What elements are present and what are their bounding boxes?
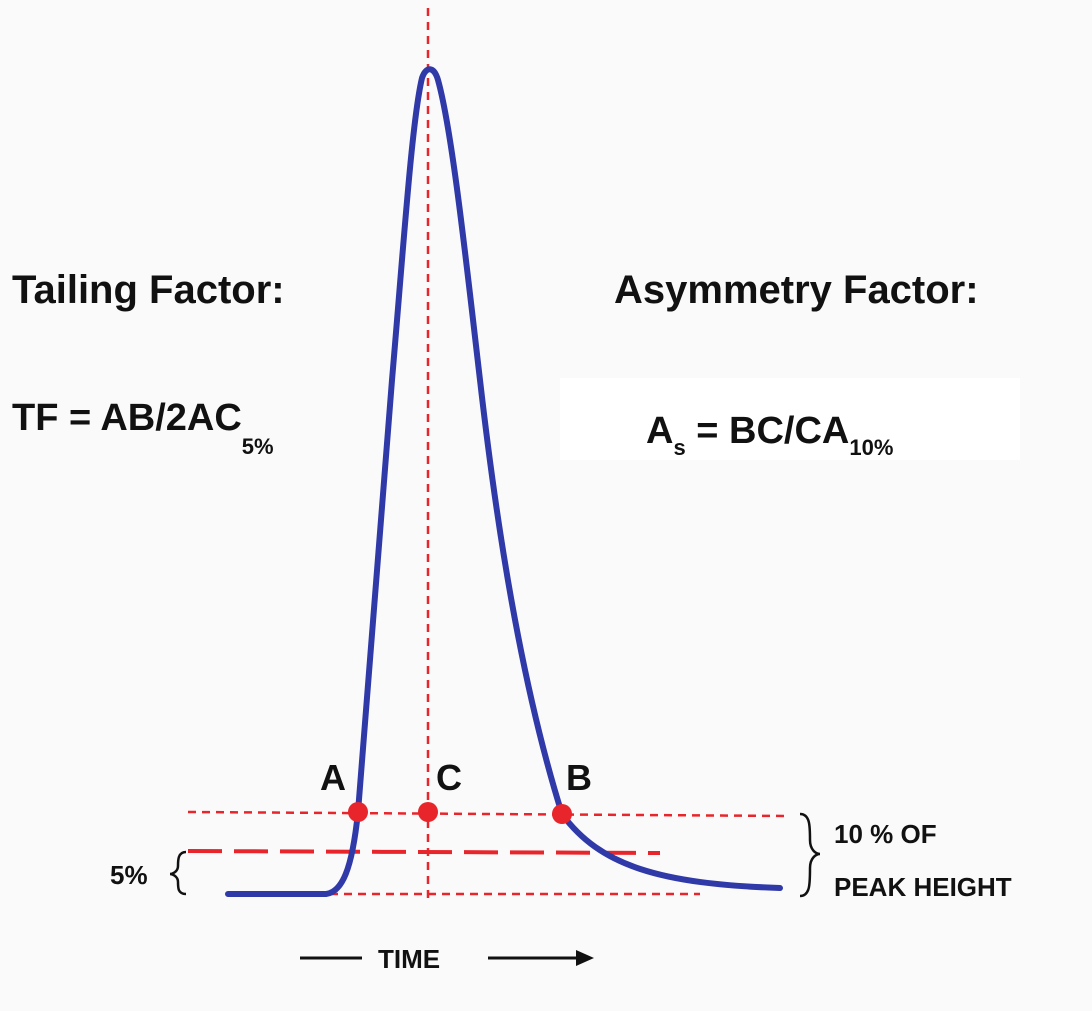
tailing-factor-formula-main: TF = AB/2AC: [12, 397, 242, 439]
point-b-label: B: [566, 757, 592, 798]
asymmetry-factor-title: Asymmetry Factor:: [614, 268, 979, 312]
tailing-factor-formula: TF = AB/2AC5%: [12, 397, 274, 459]
tailing-factor-title: Tailing Factor:: [12, 268, 285, 312]
point-a-label: A: [320, 757, 346, 798]
point-b-marker: [552, 804, 572, 824]
five-percent-label: 5%: [110, 860, 148, 890]
tailing-factor-formula-subscript: 5%: [242, 434, 274, 459]
asymmetry-factor-formula: As = BC/CA10%: [646, 410, 893, 460]
five-percent-height-line: [187, 849, 661, 855]
asymmetry-formula-a-subscript: s: [673, 435, 685, 460]
point-c-marker: [418, 802, 438, 822]
ten-percent-bracket: [799, 812, 821, 898]
chromatographic-peak-curve: [225, 66, 783, 897]
point-a-marker: [348, 802, 368, 822]
time-axis-label: TIME: [378, 944, 440, 974]
asymmetry-formula-box: [560, 378, 1020, 460]
ten-percent-label-line1: 10 % OF: [834, 819, 937, 849]
point-c-label: C: [436, 757, 462, 798]
asymmetry-formula-main: = BC/CA: [686, 410, 850, 452]
asymmetry-formula-a: A: [646, 410, 673, 452]
time-axis-arrow-head-icon: [576, 950, 594, 966]
ten-percent-label-line2: PEAK HEIGHT: [834, 872, 1012, 902]
five-percent-bracket: [169, 850, 187, 896]
asymmetry-formula-subscript: 10%: [849, 435, 893, 460]
ten-percent-height-line: [187, 810, 791, 818]
